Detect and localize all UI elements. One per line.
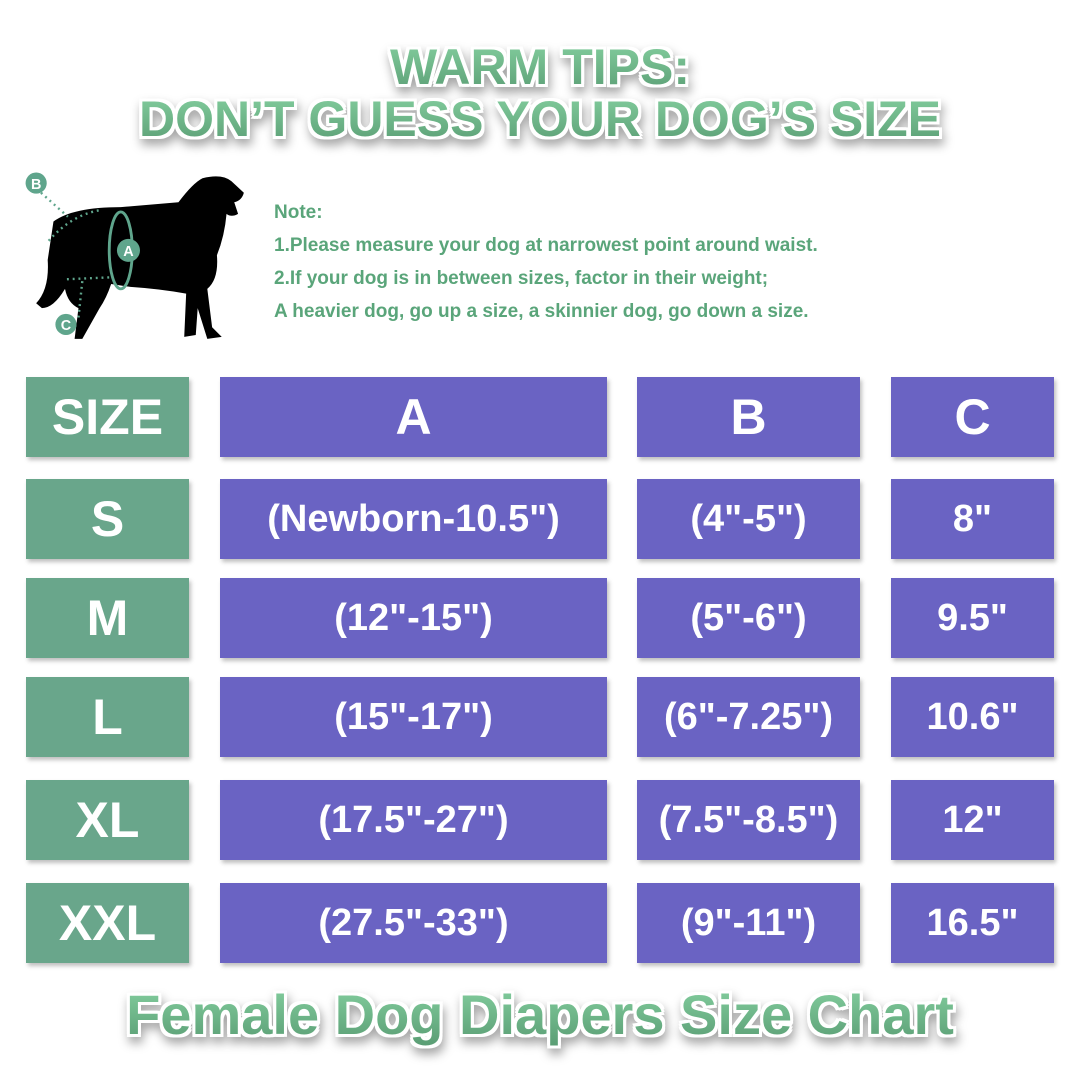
measurement-cell: 10.6" bbox=[891, 677, 1054, 757]
measurement-cell: (7.5"-8.5") bbox=[637, 780, 860, 860]
measurement-cell: 9.5" bbox=[891, 578, 1054, 658]
dog-measurement-diagram: B A C bbox=[25, 172, 244, 339]
measurement-cell: (4"-5") bbox=[637, 479, 860, 559]
title-dont-guess: DON’T GUESS YOUR DOG’S SIZE bbox=[0, 92, 1080, 147]
measurement-cell: (Newborn-10.5") bbox=[220, 479, 607, 559]
note: Note: 1.Please measure your dog at narro… bbox=[274, 196, 1064, 328]
label-b-badge bbox=[25, 172, 47, 194]
note-line: 2.If your dog is in between sizes, facto… bbox=[274, 268, 769, 289]
table-header-cell: SIZE bbox=[26, 377, 189, 457]
footer-title: Female Dog Diapers Size Chart bbox=[0, 984, 1080, 1046]
title-warm-tips: WARM TIPS: bbox=[0, 40, 1080, 95]
measurement-cell: 12" bbox=[891, 780, 1054, 860]
note-line: A heavier dog, go up a size, a skinnier … bbox=[274, 301, 809, 322]
table-header-cell: C bbox=[891, 377, 1054, 457]
size-cell: M bbox=[26, 578, 189, 658]
label-a-badge bbox=[116, 238, 140, 262]
measurement-lines bbox=[40, 191, 112, 318]
measurement-cell: (5"-6") bbox=[637, 578, 860, 658]
note-heading: Note: bbox=[274, 202, 323, 223]
size-cell: XL bbox=[26, 780, 189, 860]
measurement-cell: (12"-15") bbox=[220, 578, 607, 658]
measurement-cell: (17.5"-27") bbox=[220, 780, 607, 860]
note-line: 1.Please measure your dog at narrowest p… bbox=[274, 235, 818, 256]
measurement-cell: (15"-17") bbox=[220, 677, 607, 757]
measurement-cell: 16.5" bbox=[891, 883, 1054, 963]
measurement-cell: (27.5"-33") bbox=[220, 883, 607, 963]
size-cell: XXL bbox=[26, 883, 189, 963]
table-header-cell: B bbox=[637, 377, 860, 457]
label-b: B bbox=[31, 177, 41, 193]
size-cell: S bbox=[26, 479, 189, 559]
dog-silhouette bbox=[36, 176, 244, 339]
label-c-badge bbox=[55, 313, 77, 335]
label-a: A bbox=[123, 244, 134, 260]
measurement-cell: (9"-11") bbox=[637, 883, 860, 963]
measurement-cell: (6"-7.25") bbox=[637, 677, 860, 757]
size-cell: L bbox=[26, 677, 189, 757]
label-c: C bbox=[61, 318, 72, 334]
table-header-cell: A bbox=[220, 377, 607, 457]
measurement-cell: 8" bbox=[891, 479, 1054, 559]
